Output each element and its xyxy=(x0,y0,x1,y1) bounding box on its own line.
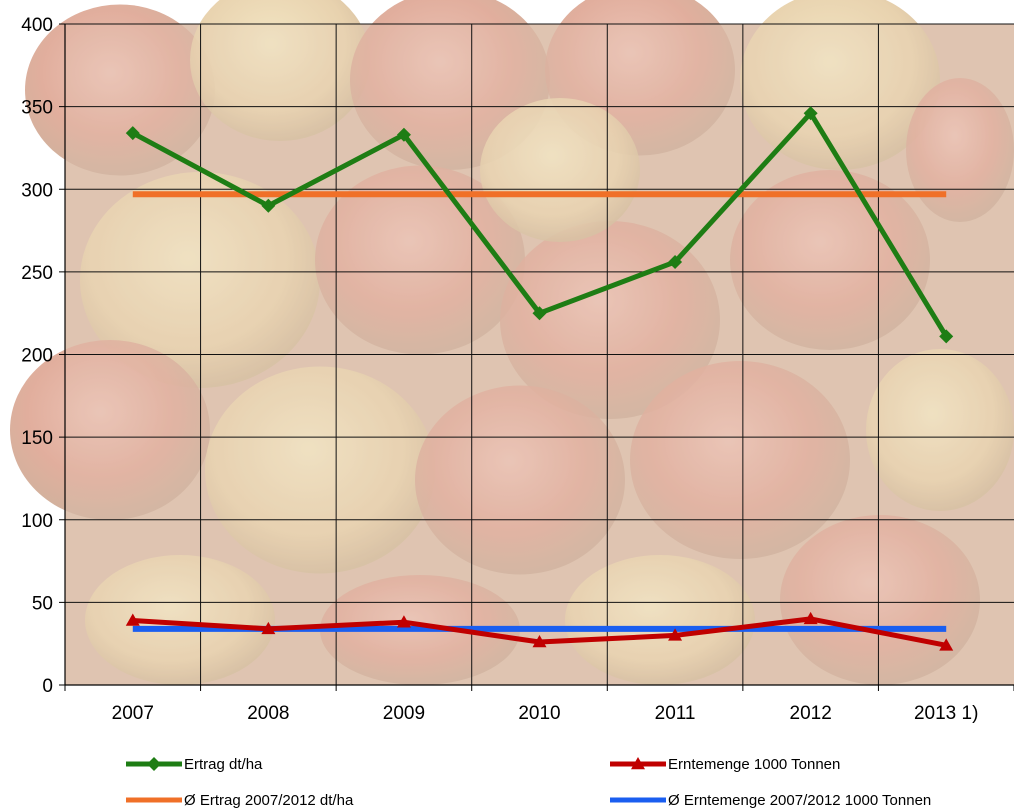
apple-shape xyxy=(80,172,320,388)
y-tick-label: 350 xyxy=(21,98,53,119)
y-tick-label: 150 xyxy=(21,428,53,449)
legend-item: Ertrag dt/ha xyxy=(126,756,263,773)
data-point-marker xyxy=(631,757,645,770)
data-point-marker xyxy=(147,757,161,771)
data-point-marker xyxy=(668,628,683,641)
x-tick-label: 2011 xyxy=(655,703,696,724)
apple-shape xyxy=(500,221,720,419)
apple-shape xyxy=(480,98,640,242)
series-0 xyxy=(125,106,954,344)
apple-shape xyxy=(205,366,435,574)
axes xyxy=(59,23,1014,691)
x-tick-label: 2009 xyxy=(383,703,425,724)
data-point-marker xyxy=(125,126,140,141)
data-point-marker xyxy=(396,127,411,142)
apple-shape xyxy=(415,385,625,575)
apple-shape xyxy=(630,361,850,559)
data-point-marker xyxy=(261,621,276,635)
legend-item: Erntemenge 1000 Tonnen xyxy=(610,756,840,773)
data-point-marker xyxy=(939,638,954,651)
x-tick-label: 2007 xyxy=(112,703,154,724)
plot-background-image xyxy=(10,0,1014,685)
legend-label: Ø Erntemenge 2007/2012 1000 Tonnen xyxy=(668,792,931,809)
y-tick-labels: 0 50 100 150 200 250 300 350 400 xyxy=(21,15,53,697)
apple-shape xyxy=(565,555,755,685)
apple-shape xyxy=(730,170,930,350)
apple-shape xyxy=(866,349,1014,511)
apple-shape xyxy=(190,0,370,141)
x-tick-label: 2012 xyxy=(790,703,832,724)
apple-shape xyxy=(740,0,940,170)
x-tick-label: 2010 xyxy=(518,703,560,724)
data-point-marker xyxy=(125,613,140,626)
apple-shape xyxy=(25,4,215,176)
y-tick-label: 200 xyxy=(21,346,53,367)
x-tick-label: 2008 xyxy=(247,703,289,724)
x-tick-labels: 2007 2008 2009 2010 2011 2012 2013 1) xyxy=(112,703,979,724)
y-tick-label: 100 xyxy=(21,511,53,532)
series-lines xyxy=(125,106,954,651)
y-tick-label: 250 xyxy=(21,263,53,284)
apple-shape xyxy=(906,78,1014,222)
legend-label: Ø Ertrag 2007/2012 dt/ha xyxy=(184,792,354,809)
apple-shape xyxy=(10,340,210,520)
data-point-marker xyxy=(803,611,818,625)
data-point-marker xyxy=(532,635,547,648)
series-1 xyxy=(125,611,954,651)
legend-item: Ø Ertrag 2007/2012 dt/ha xyxy=(126,792,354,809)
y-tick-label: 50 xyxy=(32,593,53,614)
data-point-marker xyxy=(396,615,411,628)
legend-label: Erntemenge 1000 Tonnen xyxy=(668,756,840,773)
legend: Ertrag dt/ha Erntemenge 1000 Tonnen Ø Ertr… xyxy=(126,756,931,809)
data-point-marker xyxy=(939,329,954,344)
y-tick-label: 0 xyxy=(42,676,53,697)
data-point-marker xyxy=(803,106,818,121)
x-tick-label: 2013 1) xyxy=(914,703,978,724)
y-tick-label: 400 xyxy=(21,15,53,36)
data-point-marker xyxy=(261,198,276,213)
data-point-marker xyxy=(532,306,547,321)
legend-label: Ertrag dt/ha xyxy=(184,756,263,773)
legend-item: Ø Erntemenge 2007/2012 1000 Tonnen xyxy=(610,792,931,809)
y-tick-label: 300 xyxy=(21,180,53,201)
apple-shape xyxy=(315,165,525,355)
apple-shape xyxy=(85,555,275,685)
data-point-marker xyxy=(668,254,683,269)
